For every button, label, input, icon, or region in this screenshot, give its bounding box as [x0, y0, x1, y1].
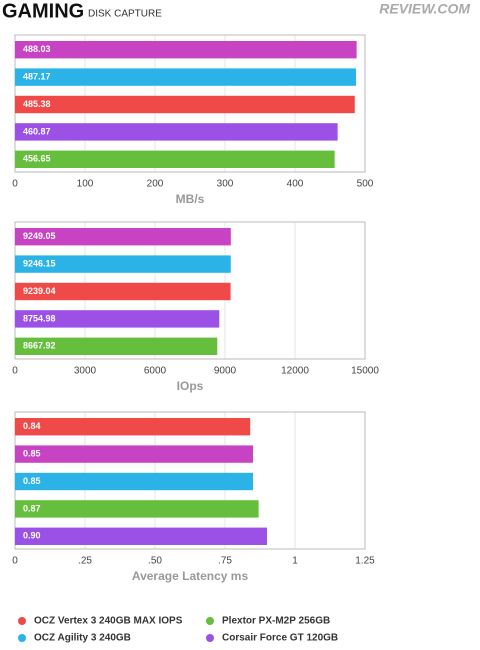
- x-tick-label: 12000: [281, 366, 309, 377]
- bar: [15, 310, 220, 328]
- bar: [15, 41, 357, 59]
- x-tick-label: 0: [12, 556, 18, 567]
- x-axis-label: IOps: [177, 379, 204, 393]
- value-label: 456.65: [23, 154, 51, 164]
- bar: [15, 500, 259, 518]
- legend-marker: [18, 617, 26, 625]
- value-label: 0.85: [23, 476, 41, 486]
- x-tick-label: 3000: [74, 366, 97, 377]
- x-tick-label: 15000: [351, 366, 379, 377]
- legend-label: Plextor PX-M2P 256GB: [222, 616, 330, 627]
- x-tick-label: 0: [12, 366, 18, 377]
- value-label: 9239.04: [23, 286, 56, 296]
- legend-marker: [18, 634, 26, 642]
- value-label: 9246.15: [23, 258, 56, 268]
- value-label: 0.87: [23, 503, 41, 513]
- bar: [15, 282, 231, 301]
- x-axis-label: MB/s: [176, 192, 205, 206]
- x-tick-label: 300: [217, 179, 234, 190]
- value-label: 460.87: [23, 126, 51, 136]
- bar: [15, 472, 253, 491]
- bar: [15, 68, 357, 86]
- bar: [15, 445, 253, 463]
- x-tick-label: 100: [77, 179, 94, 190]
- legend-label: OCZ Vertex 3 240GB MAX IOPS: [34, 616, 183, 627]
- legend-label: OCZ Agility 3 240GB: [34, 633, 131, 644]
- x-tick-label: 6000: [144, 366, 167, 377]
- value-label: 487.17: [23, 71, 51, 81]
- bar: [15, 228, 231, 246]
- x-tick-label: 500: [357, 179, 374, 190]
- bar: [15, 255, 231, 273]
- value-label: 488.03: [23, 44, 51, 54]
- legend-marker: [206, 617, 214, 625]
- x-axis-label: Average Latency ms: [132, 569, 249, 583]
- bar: [15, 418, 251, 436]
- x-tick-label: 0: [12, 179, 18, 190]
- value-label: 0.84: [23, 421, 41, 431]
- legend-label: Corsair Force GT 120GB: [222, 633, 338, 644]
- x-tick-label: .50: [148, 556, 162, 567]
- bar: [15, 95, 355, 114]
- value-label: 485.38: [23, 99, 51, 109]
- x-tick-label: 1: [292, 556, 298, 567]
- bar: [15, 527, 267, 545]
- x-tick-label: 400: [287, 179, 304, 190]
- page-subtitle: DISK CAPTURE: [88, 9, 162, 20]
- value-label: 8754.98: [23, 313, 56, 323]
- legend-marker: [206, 634, 214, 642]
- x-tick-label: .25: [78, 556, 92, 567]
- x-tick-label: .75: [218, 556, 232, 567]
- x-tick-label: 200: [147, 179, 164, 190]
- x-tick-label: 1.25: [355, 556, 375, 567]
- bar: [15, 123, 338, 141]
- x-tick-label: 9000: [214, 366, 237, 377]
- value-label: 8667.92: [23, 341, 56, 351]
- value-label: 0.90: [23, 531, 41, 541]
- logo: REVIEW.COM: [379, 1, 470, 17]
- page-title: GAMING: [2, 0, 84, 22]
- bar: [15, 337, 218, 355]
- value-label: 0.85: [23, 448, 41, 458]
- bar: [15, 150, 335, 168]
- value-label: 9249.05: [23, 231, 56, 241]
